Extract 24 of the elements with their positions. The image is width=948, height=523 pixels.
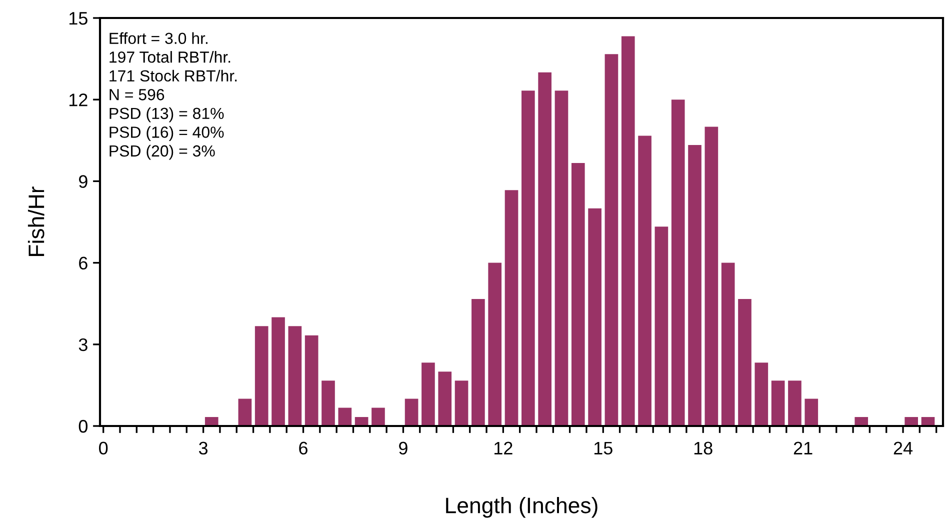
y-tick-label: 3	[78, 338, 88, 352]
annotation: PSD (16) = 40%	[110, 126, 224, 141]
x-tick-label: 12	[494, 442, 512, 454]
y-tick-label: 0	[78, 420, 88, 433]
annotation: 171 Stock RBT/hr.	[110, 70, 237, 82]
annotation: 197 Total RBT/hr.	[110, 51, 230, 63]
y-tick-label: 9	[79, 175, 88, 188]
y-axis-title: Fish/Hr	[28, 186, 44, 256]
x-axis-title: Length (Inches)	[446, 497, 598, 518]
x-tick-label: 9	[399, 442, 408, 455]
y-tick-label: 15	[69, 12, 88, 25]
x-tick-label: 6	[299, 442, 308, 455]
y-tick-label: 12	[69, 94, 88, 106]
x-tick-label: 21	[794, 442, 812, 454]
annotation: PSD (20) = 3%	[110, 144, 215, 160]
x-tick-label: 15	[594, 442, 612, 455]
annotation: N = 596	[110, 89, 164, 100]
annotation: PSD (13) = 81%	[110, 107, 224, 122]
y-tick-label: 6	[79, 256, 88, 270]
x-tick-label: 3	[198, 442, 208, 455]
x-tick-label: 0	[99, 442, 108, 455]
annotation: Effort = 3.0 hr.	[110, 32, 208, 44]
x-tick-label: 24	[894, 442, 913, 454]
x-tick-label: 18	[694, 442, 712, 455]
